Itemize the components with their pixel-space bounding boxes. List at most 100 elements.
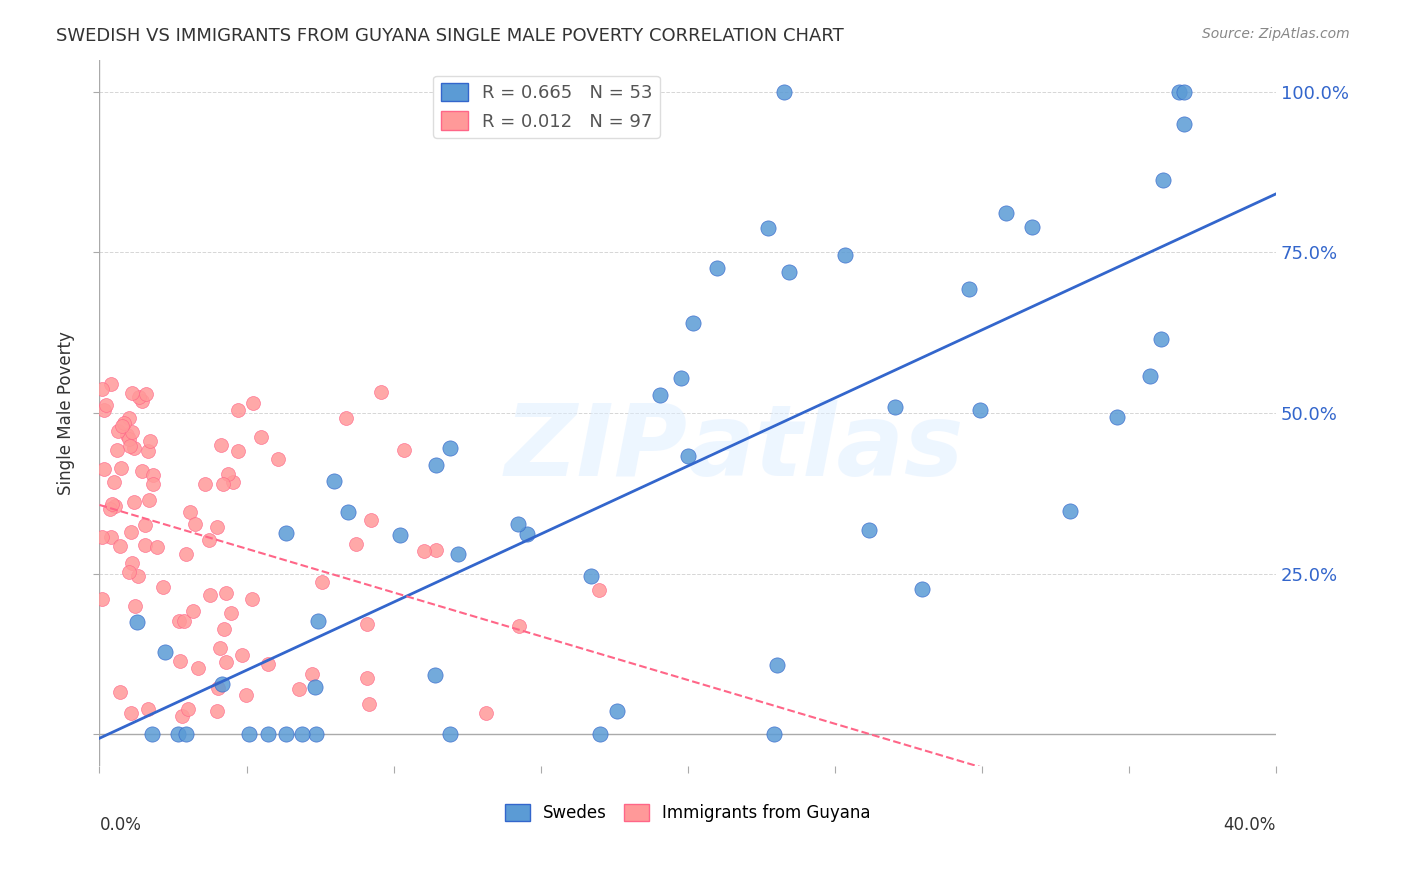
- Immigrants from Guyana: [127, 568, 149, 582]
- Swedes: [706, 260, 728, 275]
- Swedes: [676, 450, 699, 464]
- Swedes: [579, 569, 602, 583]
- Immigrants from Guyana: [91, 591, 114, 606]
- Immigrants from Guyana: [209, 640, 232, 655]
- Immigrants from Guyana: [110, 461, 132, 475]
- Immigrants from Guyana: [111, 419, 134, 434]
- Immigrants from Guyana: [219, 607, 242, 621]
- Immigrants from Guyana: [215, 586, 238, 600]
- Immigrants from Guyana: [288, 682, 311, 697]
- Immigrants from Guyana: [122, 441, 145, 455]
- Immigrants from Guyana: [174, 547, 197, 561]
- Immigrants from Guyana: [108, 539, 131, 553]
- Immigrants from Guyana: [226, 443, 249, 458]
- Text: Source: ZipAtlas.com: Source: ZipAtlas.com: [1202, 27, 1350, 41]
- Immigrants from Guyana: [122, 494, 145, 508]
- Immigrants from Guyana: [115, 428, 138, 442]
- Swedes: [1059, 504, 1081, 518]
- Immigrants from Guyana: [100, 377, 122, 392]
- Immigrants from Guyana: [103, 500, 125, 514]
- Immigrants from Guyana: [107, 424, 129, 438]
- Immigrants from Guyana: [356, 616, 378, 631]
- Immigrants from Guyana: [136, 443, 159, 458]
- Immigrants from Guyana: [413, 543, 436, 558]
- Text: SWEDISH VS IMMIGRANTS FROM GUYANA SINGLE MALE POVERTY CORRELATION CHART: SWEDISH VS IMMIGRANTS FROM GUYANA SINGLE…: [56, 27, 844, 45]
- Immigrants from Guyana: [91, 382, 114, 396]
- Immigrants from Guyana: [356, 671, 378, 685]
- Immigrants from Guyana: [170, 709, 193, 723]
- Immigrants from Guyana: [184, 517, 207, 532]
- Immigrants from Guyana: [105, 442, 128, 457]
- Immigrants from Guyana: [100, 530, 122, 544]
- Immigrants from Guyana: [120, 524, 142, 539]
- Swedes: [425, 458, 447, 473]
- Swedes: [778, 265, 800, 279]
- Immigrants from Guyana: [93, 462, 115, 476]
- Swedes: [588, 727, 610, 741]
- Swedes: [516, 527, 538, 541]
- Immigrants from Guyana: [121, 556, 143, 570]
- Immigrants from Guyana: [118, 439, 141, 453]
- Swedes: [388, 528, 411, 542]
- Immigrants from Guyana: [91, 530, 114, 544]
- Immigrants from Guyana: [167, 614, 190, 628]
- Immigrants from Guyana: [240, 591, 263, 606]
- Text: 0.0%: 0.0%: [100, 816, 142, 834]
- Immigrants from Guyana: [335, 411, 357, 425]
- Swedes: [1152, 172, 1174, 186]
- Immigrants from Guyana: [474, 706, 496, 720]
- Immigrants from Guyana: [179, 505, 201, 519]
- Immigrants from Guyana: [173, 615, 195, 629]
- Swedes: [682, 316, 704, 330]
- Immigrants from Guyana: [301, 666, 323, 681]
- Immigrants from Guyana: [198, 588, 221, 602]
- Immigrants from Guyana: [93, 402, 115, 417]
- Immigrants from Guyana: [112, 416, 135, 430]
- Immigrants from Guyana: [120, 706, 142, 720]
- Swedes: [766, 658, 789, 673]
- Immigrants from Guyana: [121, 386, 143, 401]
- Immigrants from Guyana: [212, 477, 235, 491]
- Immigrants from Guyana: [139, 434, 162, 449]
- Immigrants from Guyana: [221, 475, 243, 490]
- Immigrants from Guyana: [135, 386, 157, 401]
- Swedes: [756, 220, 779, 235]
- Immigrants from Guyana: [217, 467, 239, 482]
- Immigrants from Guyana: [131, 464, 153, 478]
- Swedes: [337, 505, 360, 519]
- Immigrants from Guyana: [152, 581, 174, 595]
- Immigrants from Guyana: [142, 468, 165, 483]
- Swedes: [884, 401, 907, 415]
- Swedes: [1139, 368, 1161, 383]
- Immigrants from Guyana: [311, 575, 333, 590]
- Swedes: [238, 727, 260, 741]
- Immigrants from Guyana: [198, 533, 221, 548]
- Legend: Swedes, Immigrants from Guyana: Swedes, Immigrants from Guyana: [498, 797, 877, 829]
- Swedes: [1173, 85, 1195, 99]
- Immigrants from Guyana: [370, 385, 392, 400]
- Swedes: [1168, 85, 1191, 99]
- Swedes: [508, 517, 530, 532]
- Text: 40.0%: 40.0%: [1223, 816, 1277, 834]
- Immigrants from Guyana: [212, 622, 235, 636]
- Swedes: [1021, 220, 1043, 235]
- Immigrants from Guyana: [124, 599, 146, 614]
- Immigrants from Guyana: [118, 565, 141, 579]
- Swedes: [167, 727, 190, 741]
- Immigrants from Guyana: [231, 648, 253, 662]
- Immigrants from Guyana: [207, 681, 229, 696]
- Swedes: [141, 727, 163, 741]
- Immigrants from Guyana: [134, 517, 156, 532]
- Immigrants from Guyana: [209, 438, 232, 452]
- Swedes: [174, 727, 197, 741]
- Immigrants from Guyana: [257, 657, 280, 671]
- Swedes: [425, 667, 447, 681]
- Immigrants from Guyana: [169, 654, 191, 668]
- Swedes: [125, 615, 148, 629]
- Text: ZIP: ZIP: [505, 400, 688, 497]
- Text: atlas: atlas: [688, 400, 965, 497]
- Swedes: [323, 474, 346, 488]
- Immigrants from Guyana: [110, 685, 132, 699]
- Immigrants from Guyana: [134, 538, 156, 552]
- Immigrants from Guyana: [360, 513, 382, 527]
